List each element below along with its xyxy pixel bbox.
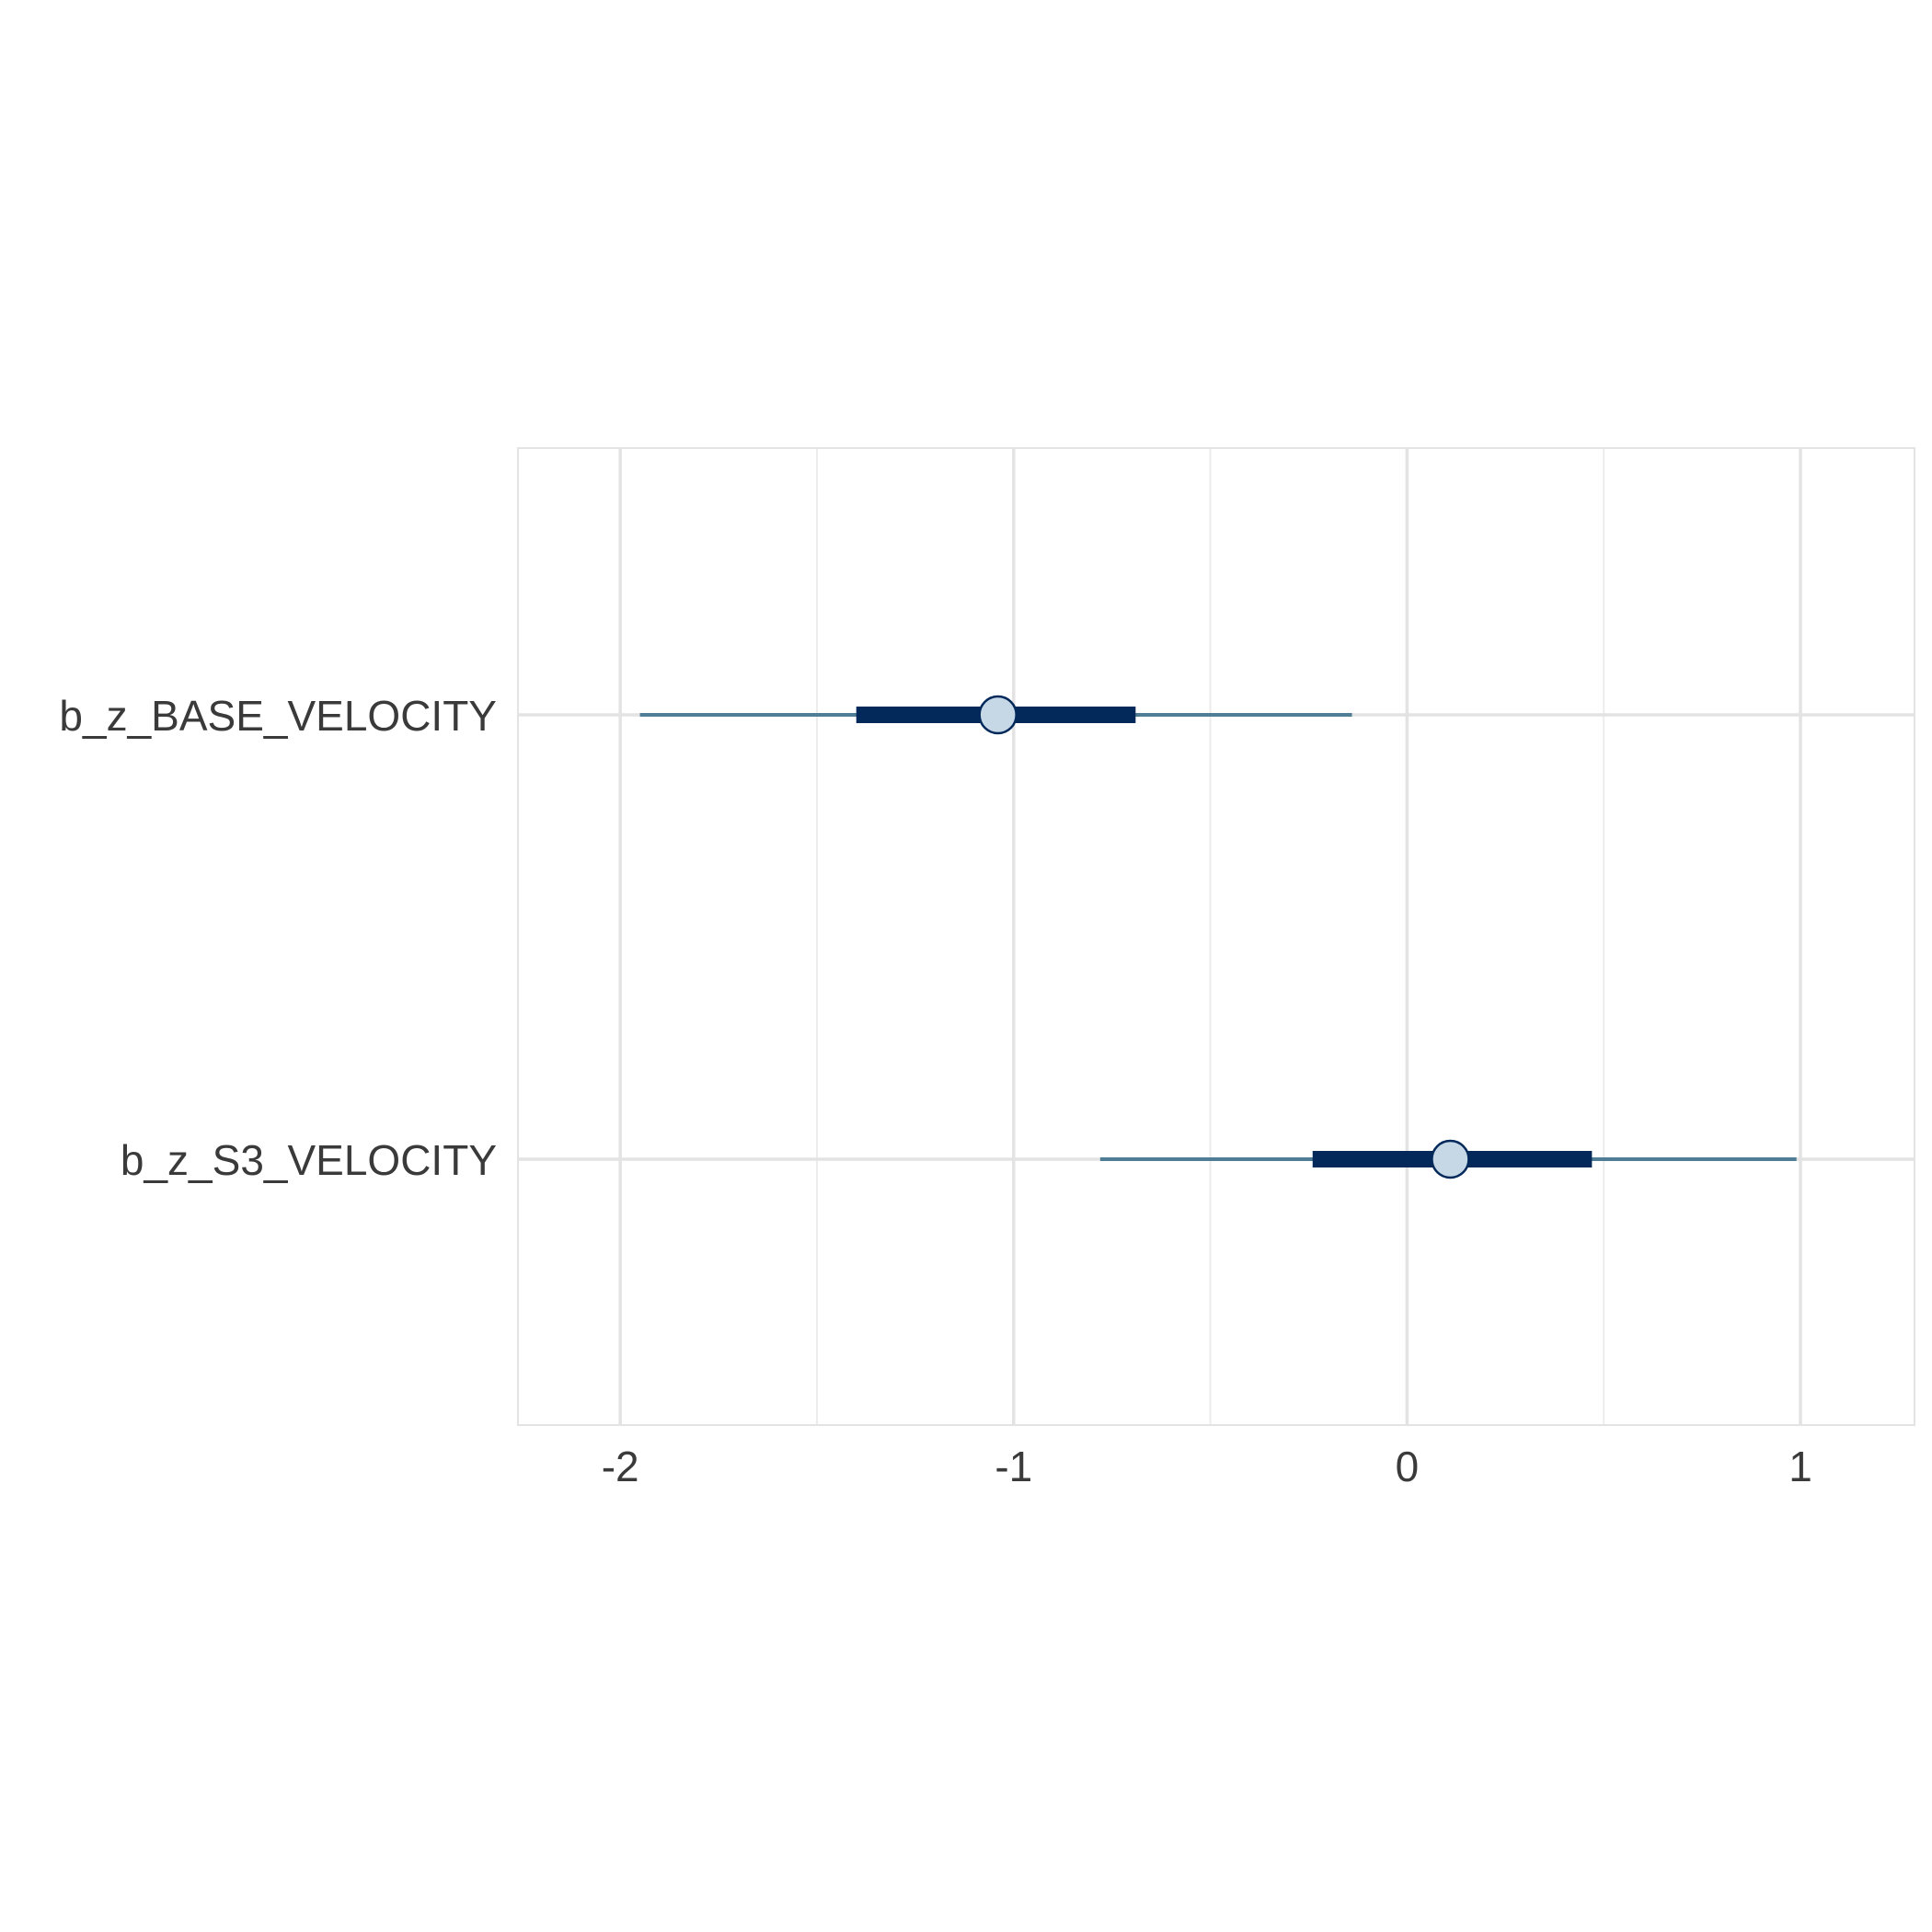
x-tick-label: 0	[1396, 1443, 1420, 1490]
point-estimate	[1431, 1139, 1470, 1179]
panel-border	[517, 447, 1915, 1426]
marks-layer	[639, 695, 1797, 1179]
grid-layer	[518, 448, 1915, 1425]
x-tick-label: -2	[602, 1443, 639, 1490]
x-tick-label: -1	[995, 1443, 1032, 1490]
category-label: b_z_BASE_VELOCITY	[59, 692, 497, 740]
category-label: b_z_S3_VELOCITY	[121, 1136, 497, 1184]
labels-layer: -2 -1 0 1 b_z_BASE_VELOCITY b_z_S3_VELOCITY	[59, 692, 1811, 1490]
x-tick-label: 1	[1788, 1443, 1812, 1490]
point-estimate	[978, 695, 1018, 735]
